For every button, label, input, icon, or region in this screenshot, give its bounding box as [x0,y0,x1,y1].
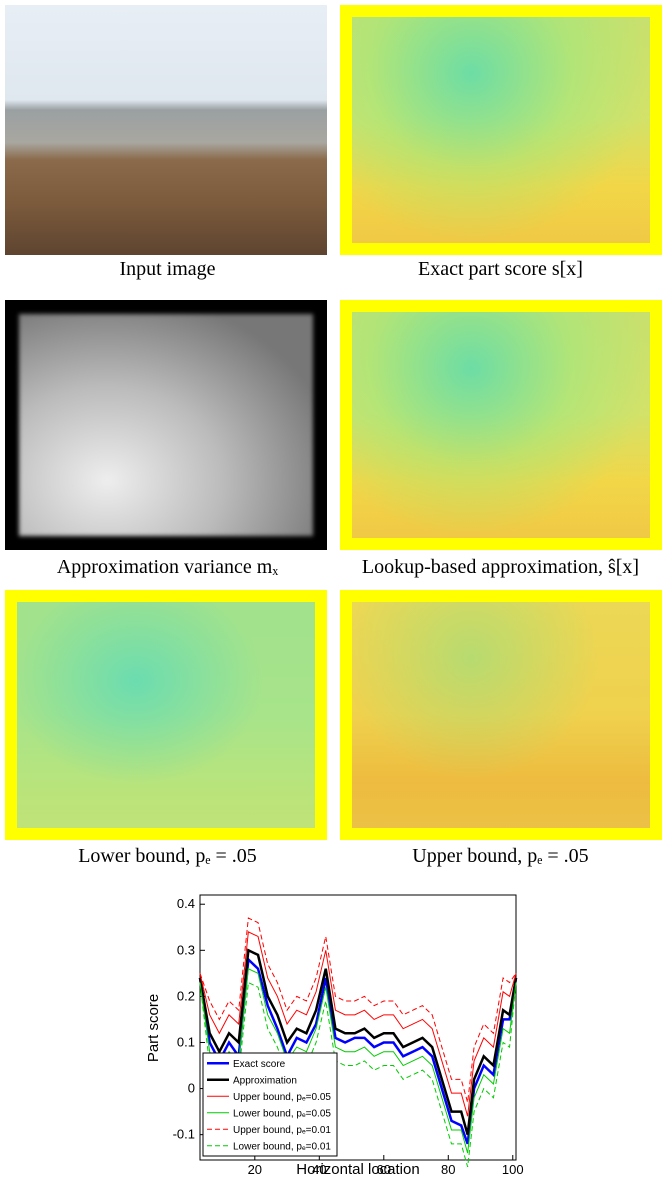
y-axis-label: Part score [145,994,162,1062]
x-tick-label: 40 [312,1162,326,1177]
y-tick-label: 0.3 [177,942,195,957]
legend-label: Approximation [233,1075,297,1086]
x-tick-label: 60 [377,1162,391,1177]
x-tick-label: 80 [441,1162,455,1177]
legend-label: Exact score [233,1059,286,1070]
y-tick-label: 0.4 [177,896,195,911]
legend-label: Lower bound, pₑ=0.05 [233,1108,331,1119]
legend-label: Upper bound, pₑ=0.05 [233,1092,331,1103]
x-tick-label: 20 [248,1162,262,1177]
y-tick-label: 0.2 [177,988,195,1003]
x-tick-label: 100 [502,1162,524,1177]
legend-label: Lower bound, pₑ=0.01 [233,1141,331,1152]
y-tick-label: 0 [188,1081,195,1096]
y-tick-label: -0.1 [173,1127,195,1142]
page: Input image Exact part score s[x] Approx… [0,0,667,1182]
chart: Horizontal location Part score 204060801… [0,0,667,1182]
y-tick-label: 0.1 [177,1034,195,1049]
legend-label: Upper bound, pₑ=0.01 [233,1125,331,1136]
